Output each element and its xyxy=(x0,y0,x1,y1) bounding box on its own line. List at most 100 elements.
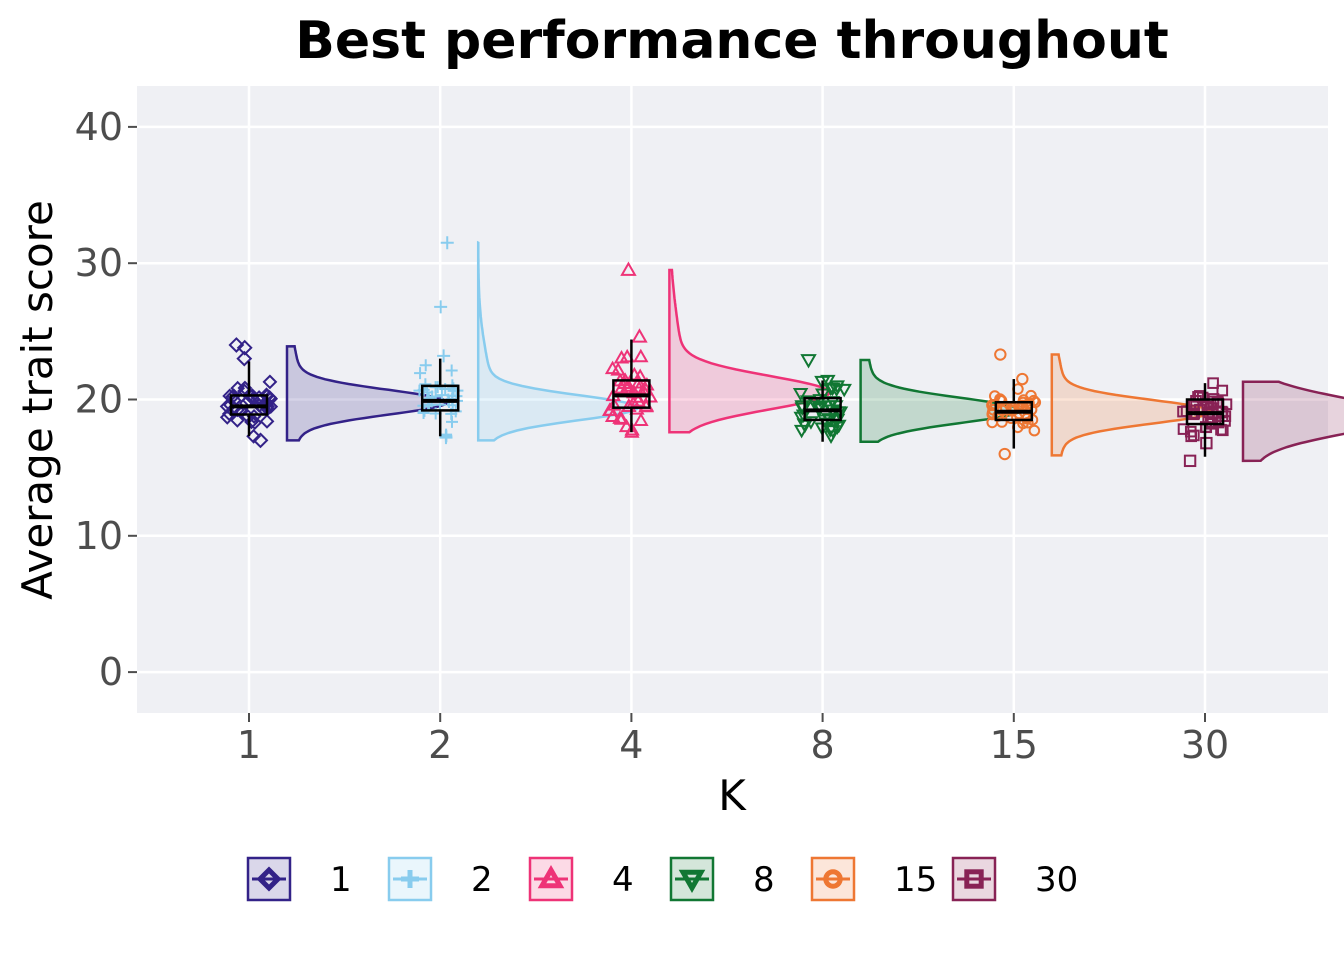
jitter-point-4 xyxy=(633,348,649,363)
chart-title: Best performance throughout xyxy=(295,11,1169,71)
jitter-point-30 xyxy=(1207,377,1219,389)
outlier-point-1 xyxy=(236,350,253,367)
jitter-points xyxy=(219,236,1233,468)
x-tick-label: 30 xyxy=(1181,723,1229,767)
jitter-point-30 xyxy=(1185,430,1198,443)
y-axis-title: Average trait score xyxy=(13,200,62,600)
legend-label-4: 4 xyxy=(612,860,634,900)
legend-label-2: 2 xyxy=(471,860,493,900)
jitter-point-15 xyxy=(995,395,1008,407)
legend-marker-2 xyxy=(401,870,419,888)
legend-marker-15 xyxy=(823,869,843,889)
legend-item-2: 2 xyxy=(387,856,493,902)
legend-marker-30 xyxy=(964,869,984,889)
jitter-point-1 xyxy=(238,395,254,411)
y-tick-label: 40 xyxy=(75,105,123,149)
x-tick-label: 4 xyxy=(619,723,643,767)
jitter-point-4 xyxy=(633,412,649,427)
jitter-point-1 xyxy=(262,374,278,390)
density-clouds xyxy=(285,240,1344,463)
jitter-point-2 xyxy=(445,364,458,377)
legend-marker-4 xyxy=(537,864,565,889)
x-tick-label: 2 xyxy=(428,723,452,767)
x-tick-label: 8 xyxy=(811,723,835,767)
jitter-point-4 xyxy=(613,380,630,394)
x-axis: 1 2 4 8 15 30 xyxy=(237,713,1229,767)
jitter-point-4 xyxy=(621,398,637,412)
legend-label-30: 30 xyxy=(1035,860,1078,900)
y-tick-label: 30 xyxy=(75,241,123,285)
legend-item-1: 1 xyxy=(246,856,352,902)
legend-item-4: 4 xyxy=(528,856,634,902)
boxplots xyxy=(229,339,1225,457)
jitter-point-15 xyxy=(1017,417,1029,430)
jitter-point-30 xyxy=(1216,384,1229,397)
jitter-point-1 xyxy=(259,413,275,429)
x-tick-label: 15 xyxy=(990,723,1038,767)
outlier-point-15 xyxy=(998,447,1011,461)
legend-item-30: 30 xyxy=(951,856,1078,902)
legend-label-15: 15 xyxy=(894,860,937,900)
outlier-point-1 xyxy=(228,337,245,353)
jitter-point-1 xyxy=(247,415,263,431)
legend-item-15: 15 xyxy=(810,856,937,902)
jitter-point-2 xyxy=(414,367,427,380)
density-cloud-15 xyxy=(1050,353,1214,457)
outlier-point-2 xyxy=(440,236,454,250)
jitter-point-8 xyxy=(828,383,845,398)
y-tick-label: 0 xyxy=(99,650,123,694)
outlier-point-4 xyxy=(631,328,648,343)
x-axis-title: K xyxy=(718,771,747,820)
jitter-point-4 xyxy=(630,375,647,389)
jitter-point-8 xyxy=(803,416,819,430)
jitter-point-2 xyxy=(445,415,458,428)
jitter-point-30 xyxy=(1177,423,1190,435)
jitter-point-15 xyxy=(1028,424,1041,437)
jitter-point-15 xyxy=(994,393,1006,405)
jitter-point-1 xyxy=(244,414,259,430)
outlier-point-2 xyxy=(439,431,453,445)
jitter-point-4 xyxy=(606,397,622,411)
density-cloud-1 xyxy=(285,345,449,442)
jitter-point-15 xyxy=(986,416,999,429)
jitter-point-8 xyxy=(828,400,844,414)
jitter-point-4 xyxy=(613,349,630,364)
box-2 xyxy=(420,384,460,412)
outlier-point-1 xyxy=(252,432,269,449)
legend-label-8: 8 xyxy=(753,860,775,900)
jitter-point-15 xyxy=(1025,389,1037,402)
jitter-point-4 xyxy=(618,418,635,433)
jitter-point-4 xyxy=(613,411,630,425)
jitter-point-1 xyxy=(222,388,238,404)
legend-item-8: 8 xyxy=(669,856,775,902)
density-cloud-8 xyxy=(859,358,1022,444)
outlier-point-30 xyxy=(1200,436,1213,450)
legend-label-1: 1 xyxy=(330,860,352,900)
y-tick-label: 10 xyxy=(75,514,123,558)
outlier-point-1 xyxy=(236,339,253,356)
jitter-point-8 xyxy=(829,421,845,435)
jitter-point-30 xyxy=(1207,395,1220,408)
outlier-point-15 xyxy=(1016,372,1029,386)
jitter-point-2 xyxy=(419,359,432,372)
outlier-point-15 xyxy=(994,348,1007,361)
density-cloud-4 xyxy=(668,268,831,434)
outlier-point-8 xyxy=(800,354,817,369)
legend-marker-8 xyxy=(678,869,706,894)
jitter-point-2 xyxy=(417,407,430,420)
y-tick-label: 20 xyxy=(75,378,123,422)
outlier-point-30 xyxy=(1183,454,1197,468)
outlier-point-2 xyxy=(437,349,451,363)
jitter-point-4 xyxy=(624,424,640,438)
density-cloud-30 xyxy=(1241,380,1344,463)
jitter-point-2 xyxy=(419,378,432,391)
legend-marker-1 xyxy=(256,866,282,892)
jitter-point-4 xyxy=(604,360,621,375)
outlier-point-2 xyxy=(434,300,448,314)
outlier-point-4 xyxy=(620,261,637,276)
jitter-point-4 xyxy=(610,362,626,376)
jitter-point-8 xyxy=(836,383,852,398)
jitter-point-8 xyxy=(792,387,809,402)
x-tick-label: 1 xyxy=(237,723,261,767)
